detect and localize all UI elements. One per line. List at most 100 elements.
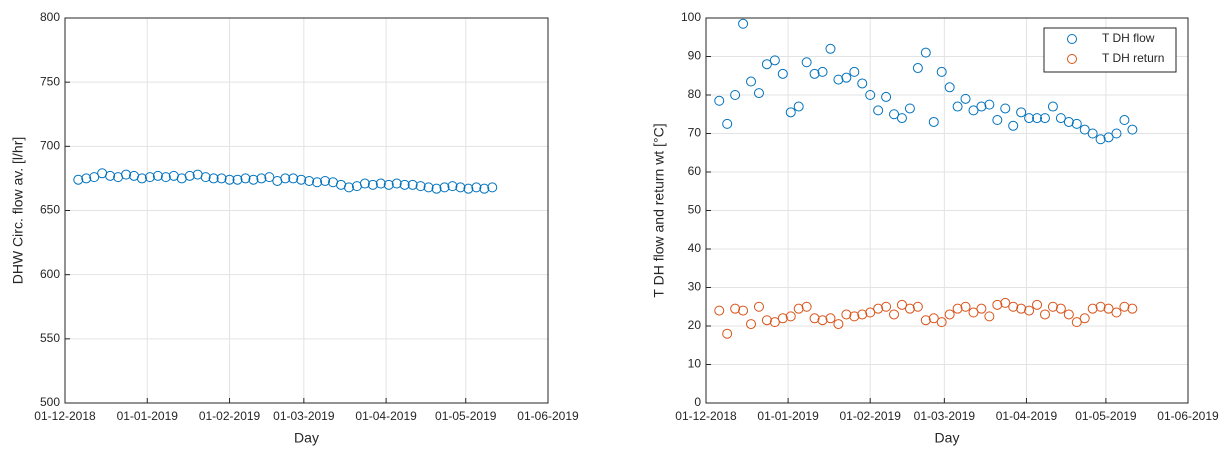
point xyxy=(1111,128,1122,139)
point xyxy=(264,172,275,183)
x-tick-label: 01-03-2019 xyxy=(914,409,976,423)
point xyxy=(865,307,876,318)
x-axis-label: Day xyxy=(935,430,960,446)
point xyxy=(1079,124,1090,135)
point xyxy=(746,76,757,87)
point xyxy=(216,173,227,184)
point xyxy=(1127,303,1138,314)
point xyxy=(889,309,900,320)
point xyxy=(359,178,370,189)
point xyxy=(343,182,354,193)
point xyxy=(1103,132,1114,143)
point xyxy=(896,299,907,310)
point xyxy=(1127,124,1138,135)
legend: T DH flow T DH return xyxy=(1043,27,1177,73)
point xyxy=(920,47,931,58)
point xyxy=(248,174,259,185)
y-axis-label: DHW Circ. flow av. [l/hr] xyxy=(10,137,26,285)
point xyxy=(463,183,474,194)
point xyxy=(746,319,757,330)
point xyxy=(479,183,490,194)
point xyxy=(415,181,426,192)
point xyxy=(873,105,884,116)
point xyxy=(873,303,884,314)
point xyxy=(439,182,450,193)
point xyxy=(889,109,900,120)
point xyxy=(849,66,860,77)
y-tick-label: 20 xyxy=(688,318,702,332)
point xyxy=(407,179,418,190)
legend-marker xyxy=(1067,54,1077,64)
point xyxy=(200,172,211,183)
point xyxy=(920,315,931,326)
point xyxy=(1095,134,1106,145)
point xyxy=(992,115,1003,126)
point xyxy=(1063,116,1074,127)
point xyxy=(1024,305,1035,316)
point xyxy=(833,319,844,330)
point xyxy=(1103,303,1114,314)
point xyxy=(809,68,820,79)
point xyxy=(849,311,860,322)
x-tick-label: 01-01-2019 xyxy=(117,409,179,423)
point xyxy=(383,179,394,190)
y-tick-label: 70 xyxy=(688,126,702,140)
point xyxy=(1047,301,1058,312)
point xyxy=(841,72,852,83)
point xyxy=(487,182,498,193)
point xyxy=(1000,103,1011,114)
y-tick-label: 100 xyxy=(681,10,701,24)
point xyxy=(1055,303,1066,314)
point xyxy=(738,305,749,316)
point xyxy=(89,172,100,183)
point xyxy=(801,57,812,68)
x-tick-label: 01-12-2018 xyxy=(675,409,737,423)
y-tick-label: 600 xyxy=(40,267,60,281)
point xyxy=(160,172,171,183)
point xyxy=(857,309,868,320)
point xyxy=(936,317,947,328)
point xyxy=(722,328,733,339)
point xyxy=(375,178,386,189)
point xyxy=(944,82,955,93)
x-tick-label: 01-06-2019 xyxy=(1157,409,1219,423)
point xyxy=(793,101,804,112)
point xyxy=(121,169,132,180)
y-tick-label: 50 xyxy=(688,203,702,217)
point xyxy=(825,313,836,324)
y-tick-label: 30 xyxy=(688,280,702,294)
point xyxy=(431,183,442,194)
point xyxy=(1016,107,1027,118)
point xyxy=(952,303,963,314)
point xyxy=(817,315,828,326)
x-axis-label: Day xyxy=(294,430,319,446)
point xyxy=(1087,128,1098,139)
point xyxy=(904,303,915,314)
point xyxy=(320,175,331,186)
point xyxy=(312,177,323,188)
point xyxy=(1008,120,1019,131)
point xyxy=(722,118,733,129)
point xyxy=(952,101,963,112)
x-tick-label: 01-01-2019 xyxy=(757,409,819,423)
point xyxy=(1071,317,1082,328)
point xyxy=(968,307,979,318)
point xyxy=(391,178,402,189)
legend-marker xyxy=(1067,34,1077,44)
point xyxy=(1071,118,1082,129)
point xyxy=(714,95,725,106)
point xyxy=(208,173,219,184)
point xyxy=(714,305,725,316)
point xyxy=(136,173,147,184)
x-tick-label: 01-05-2019 xyxy=(1075,409,1137,423)
point xyxy=(1119,301,1130,312)
point xyxy=(777,313,788,324)
point xyxy=(1039,309,1050,320)
point xyxy=(960,93,971,104)
y-tick-label: 10 xyxy=(688,357,702,371)
point xyxy=(1032,299,1043,310)
legend-label: T DH return xyxy=(1102,51,1164,65)
point xyxy=(753,88,764,99)
point xyxy=(928,116,939,127)
